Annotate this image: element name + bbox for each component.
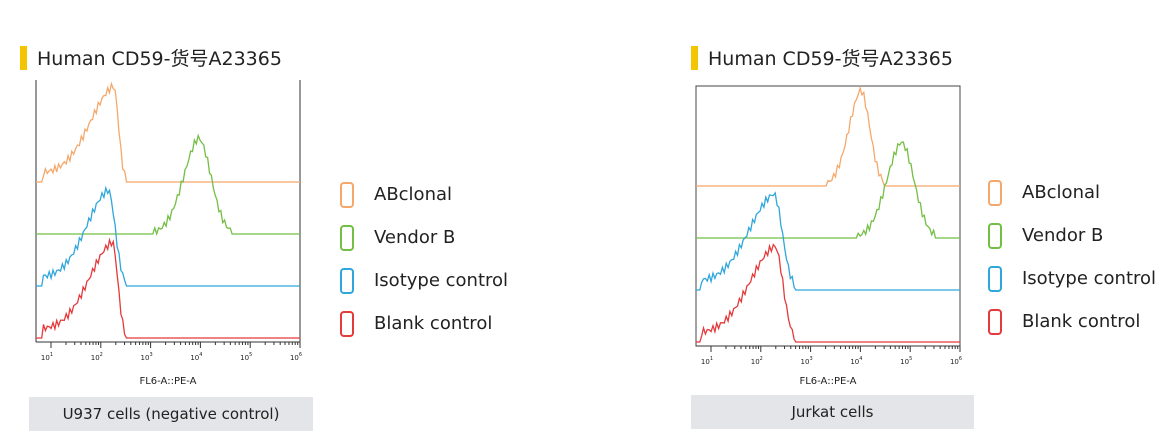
legend-item-blank: Blank control xyxy=(340,302,508,345)
chart-caption: Jurkat cells xyxy=(691,395,974,429)
series-line-isotype-control xyxy=(36,185,300,287)
legend-label: Isotype control xyxy=(1022,268,1157,289)
legend-item-vendor-b: Vendor B xyxy=(988,214,1156,257)
x-tick-label: 106 xyxy=(290,352,302,362)
legend-label: Vendor B xyxy=(374,227,456,248)
x-tick-label: 104 xyxy=(850,356,862,366)
legend-label: Blank control xyxy=(374,313,493,334)
series-line-isotype-control xyxy=(696,191,960,291)
x-tick-label: 105 xyxy=(900,356,912,366)
legend-item-isotype: Isotype control xyxy=(988,257,1156,300)
x-tick-label: 103 xyxy=(141,352,153,362)
legend-swatch-isotype xyxy=(340,267,354,294)
series-line-blank-control xyxy=(36,237,300,339)
x-tick-label: 105 xyxy=(240,352,252,362)
legend-swatch-abclonal xyxy=(988,179,1002,206)
legend-item-vendor-b: Vendor B xyxy=(340,216,508,259)
legend-label: Blank control xyxy=(1022,311,1141,332)
title-accent-bar xyxy=(691,45,698,70)
title-accent-bar xyxy=(20,45,27,70)
chart-caption: U937 cells (negative control) xyxy=(29,397,313,431)
legend-label: ABclonal xyxy=(374,184,453,205)
x-axis-label: FL6-A::PE-A xyxy=(799,376,857,387)
chart-title-text: Human CD59-货号A23365 xyxy=(708,48,953,70)
x-tick-label: 104 xyxy=(190,352,202,362)
chart-title-text: Human CD59-货号A23365 xyxy=(37,48,282,70)
legend-item-abclonal: ABclonal xyxy=(340,173,508,216)
x-tick-label: 103 xyxy=(801,356,813,366)
legend-u937: ABclonal Vendor B Isotype control Blank … xyxy=(340,173,508,345)
legend-label: ABclonal xyxy=(1022,182,1101,203)
legend-jurkat: ABclonal Vendor B Isotype control Blank … xyxy=(988,171,1156,343)
series-line-vendor-b xyxy=(36,133,300,237)
panel-u937: Human CD59-货号A23365 101 102 103 104 105 106 F… xyxy=(0,0,560,445)
legend-item-blank: Blank control xyxy=(988,300,1156,343)
x-tick-label: 106 xyxy=(950,356,962,366)
series-line-blank-control xyxy=(696,243,960,343)
legend-swatch-vendor-b xyxy=(988,222,1002,249)
legend-label: Isotype control xyxy=(374,270,509,291)
legend-item-abclonal: ABclonal xyxy=(988,171,1156,214)
legend-label: Vendor B xyxy=(1022,225,1104,246)
legend-swatch-abclonal xyxy=(340,181,354,208)
chart-title: Human CD59-货号A23365 xyxy=(20,44,282,71)
x-tick-label: 102 xyxy=(91,352,103,362)
legend-swatch-blank xyxy=(988,308,1002,335)
histogram-chart-jurkat: 101 102 103 104 105 106 xyxy=(695,85,962,366)
legend-swatch-blank xyxy=(340,310,354,337)
chart-title: Human CD59-货号A23365 xyxy=(691,44,953,71)
series-line-abclonal xyxy=(696,85,960,187)
legend-swatch-isotype xyxy=(988,265,1002,292)
histogram-chart-u937: 101 102 103 104 105 106 xyxy=(35,80,302,362)
series-line-abclonal xyxy=(36,81,300,183)
x-tick-label: 102 xyxy=(751,356,763,366)
x-axis-label: FL6-A::PE-A xyxy=(139,376,197,387)
series-line-vendor-b xyxy=(696,141,960,239)
legend-item-isotype: Isotype control xyxy=(340,259,508,302)
x-tick-label: 101 xyxy=(41,352,53,362)
legend-swatch-vendor-b xyxy=(340,224,354,251)
x-tick-label: 101 xyxy=(701,356,713,366)
